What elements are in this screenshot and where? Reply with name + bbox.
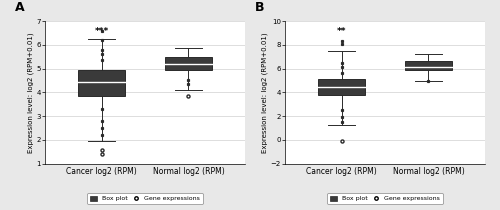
- Y-axis label: Expression level: log2 (RPM+0.01): Expression level: log2 (RPM+0.01): [27, 32, 34, 153]
- Bar: [164, 57, 212, 70]
- Legend: Box plot, Gene expressions: Box plot, Gene expressions: [328, 193, 442, 205]
- Text: B: B: [255, 1, 264, 14]
- Text: **: **: [337, 27, 346, 36]
- Bar: [404, 62, 452, 70]
- Text: A: A: [15, 1, 24, 14]
- Bar: [78, 70, 126, 96]
- Legend: Box plot, Gene expressions: Box plot, Gene expressions: [88, 193, 202, 205]
- Text: ***: ***: [94, 27, 108, 36]
- Y-axis label: Expression level: log2 (RPM+0.01): Expression level: log2 (RPM+0.01): [262, 32, 268, 153]
- Bar: [318, 79, 366, 95]
